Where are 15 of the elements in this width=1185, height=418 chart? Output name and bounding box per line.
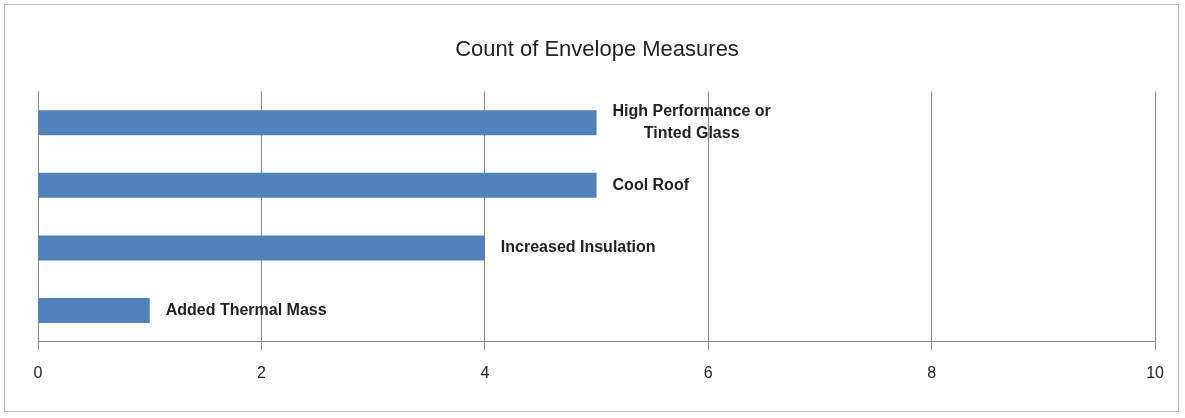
y-tick-label: Cool Roof <box>612 175 690 193</box>
bar <box>38 235 485 261</box>
y-tick-label: Increased Insulation <box>500 238 656 256</box>
x-tick-label: 10 <box>1146 363 1165 381</box>
y-tick-label: Added Thermal Mass <box>165 300 327 318</box>
x-tick-label: 6 <box>703 363 713 381</box>
y-tick-label: High Performance or Tinted Glass <box>612 102 771 142</box>
x-tick-label: 8 <box>927 363 937 381</box>
x-tick-label: 0 <box>33 363 43 381</box>
bar <box>38 172 597 198</box>
x-tick-label: 4 <box>480 363 490 381</box>
chart-title: Count of Envelope Measures <box>455 36 739 62</box>
bar <box>38 110 597 136</box>
bar <box>38 297 150 324</box>
x-tick-label: 2 <box>256 363 266 381</box>
